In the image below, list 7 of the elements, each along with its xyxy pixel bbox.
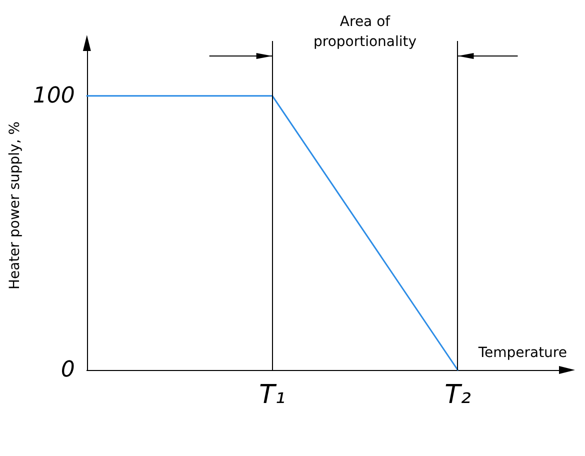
x-tick-label: T₁ [259, 380, 286, 410]
annotation: Area of proportionality [312, 13, 418, 52]
x-tick-label: T₂ [444, 380, 471, 410]
y-axis-title: Heater power supply, % [7, 121, 23, 290]
x-axis-title: Temperature [477, 345, 567, 361]
y-tick-label: 100 [32, 83, 75, 108]
y-tick-label: 0 [60, 358, 75, 382]
